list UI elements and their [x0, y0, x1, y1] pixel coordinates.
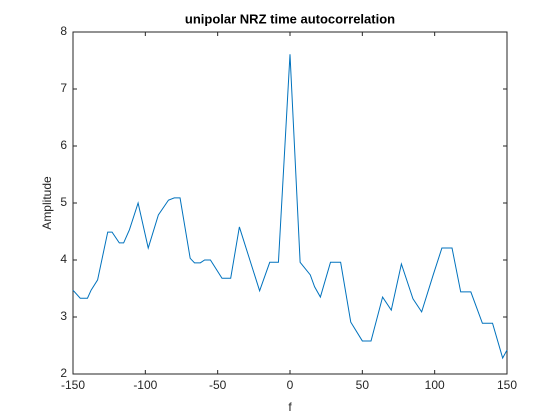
x-tick-label: -150: [61, 378, 85, 392]
chart-title: unipolar NRZ time autocorrelation: [185, 11, 395, 26]
x-tick-label: -100: [133, 378, 157, 392]
y-tick-label: 7: [60, 81, 67, 95]
y-tick-label: 6: [60, 138, 67, 152]
y-tick-label: 5: [60, 195, 67, 209]
x-tick-label: 50: [356, 378, 370, 392]
data-line: [72, 54, 508, 360]
x-axis-label: f: [288, 400, 292, 414]
y-tick-label: 3: [60, 309, 67, 323]
x-tick-label: 100: [425, 378, 445, 392]
x-tick-label: 0: [287, 378, 294, 392]
x-tick-label: -50: [209, 378, 227, 392]
x-tick-label: 150: [497, 378, 517, 392]
y-tick-label: 8: [60, 24, 67, 38]
y-tick-label: 2: [60, 366, 67, 380]
y-tick-label: 4: [60, 252, 67, 266]
y-axis-label: Amplitude: [40, 176, 54, 230]
